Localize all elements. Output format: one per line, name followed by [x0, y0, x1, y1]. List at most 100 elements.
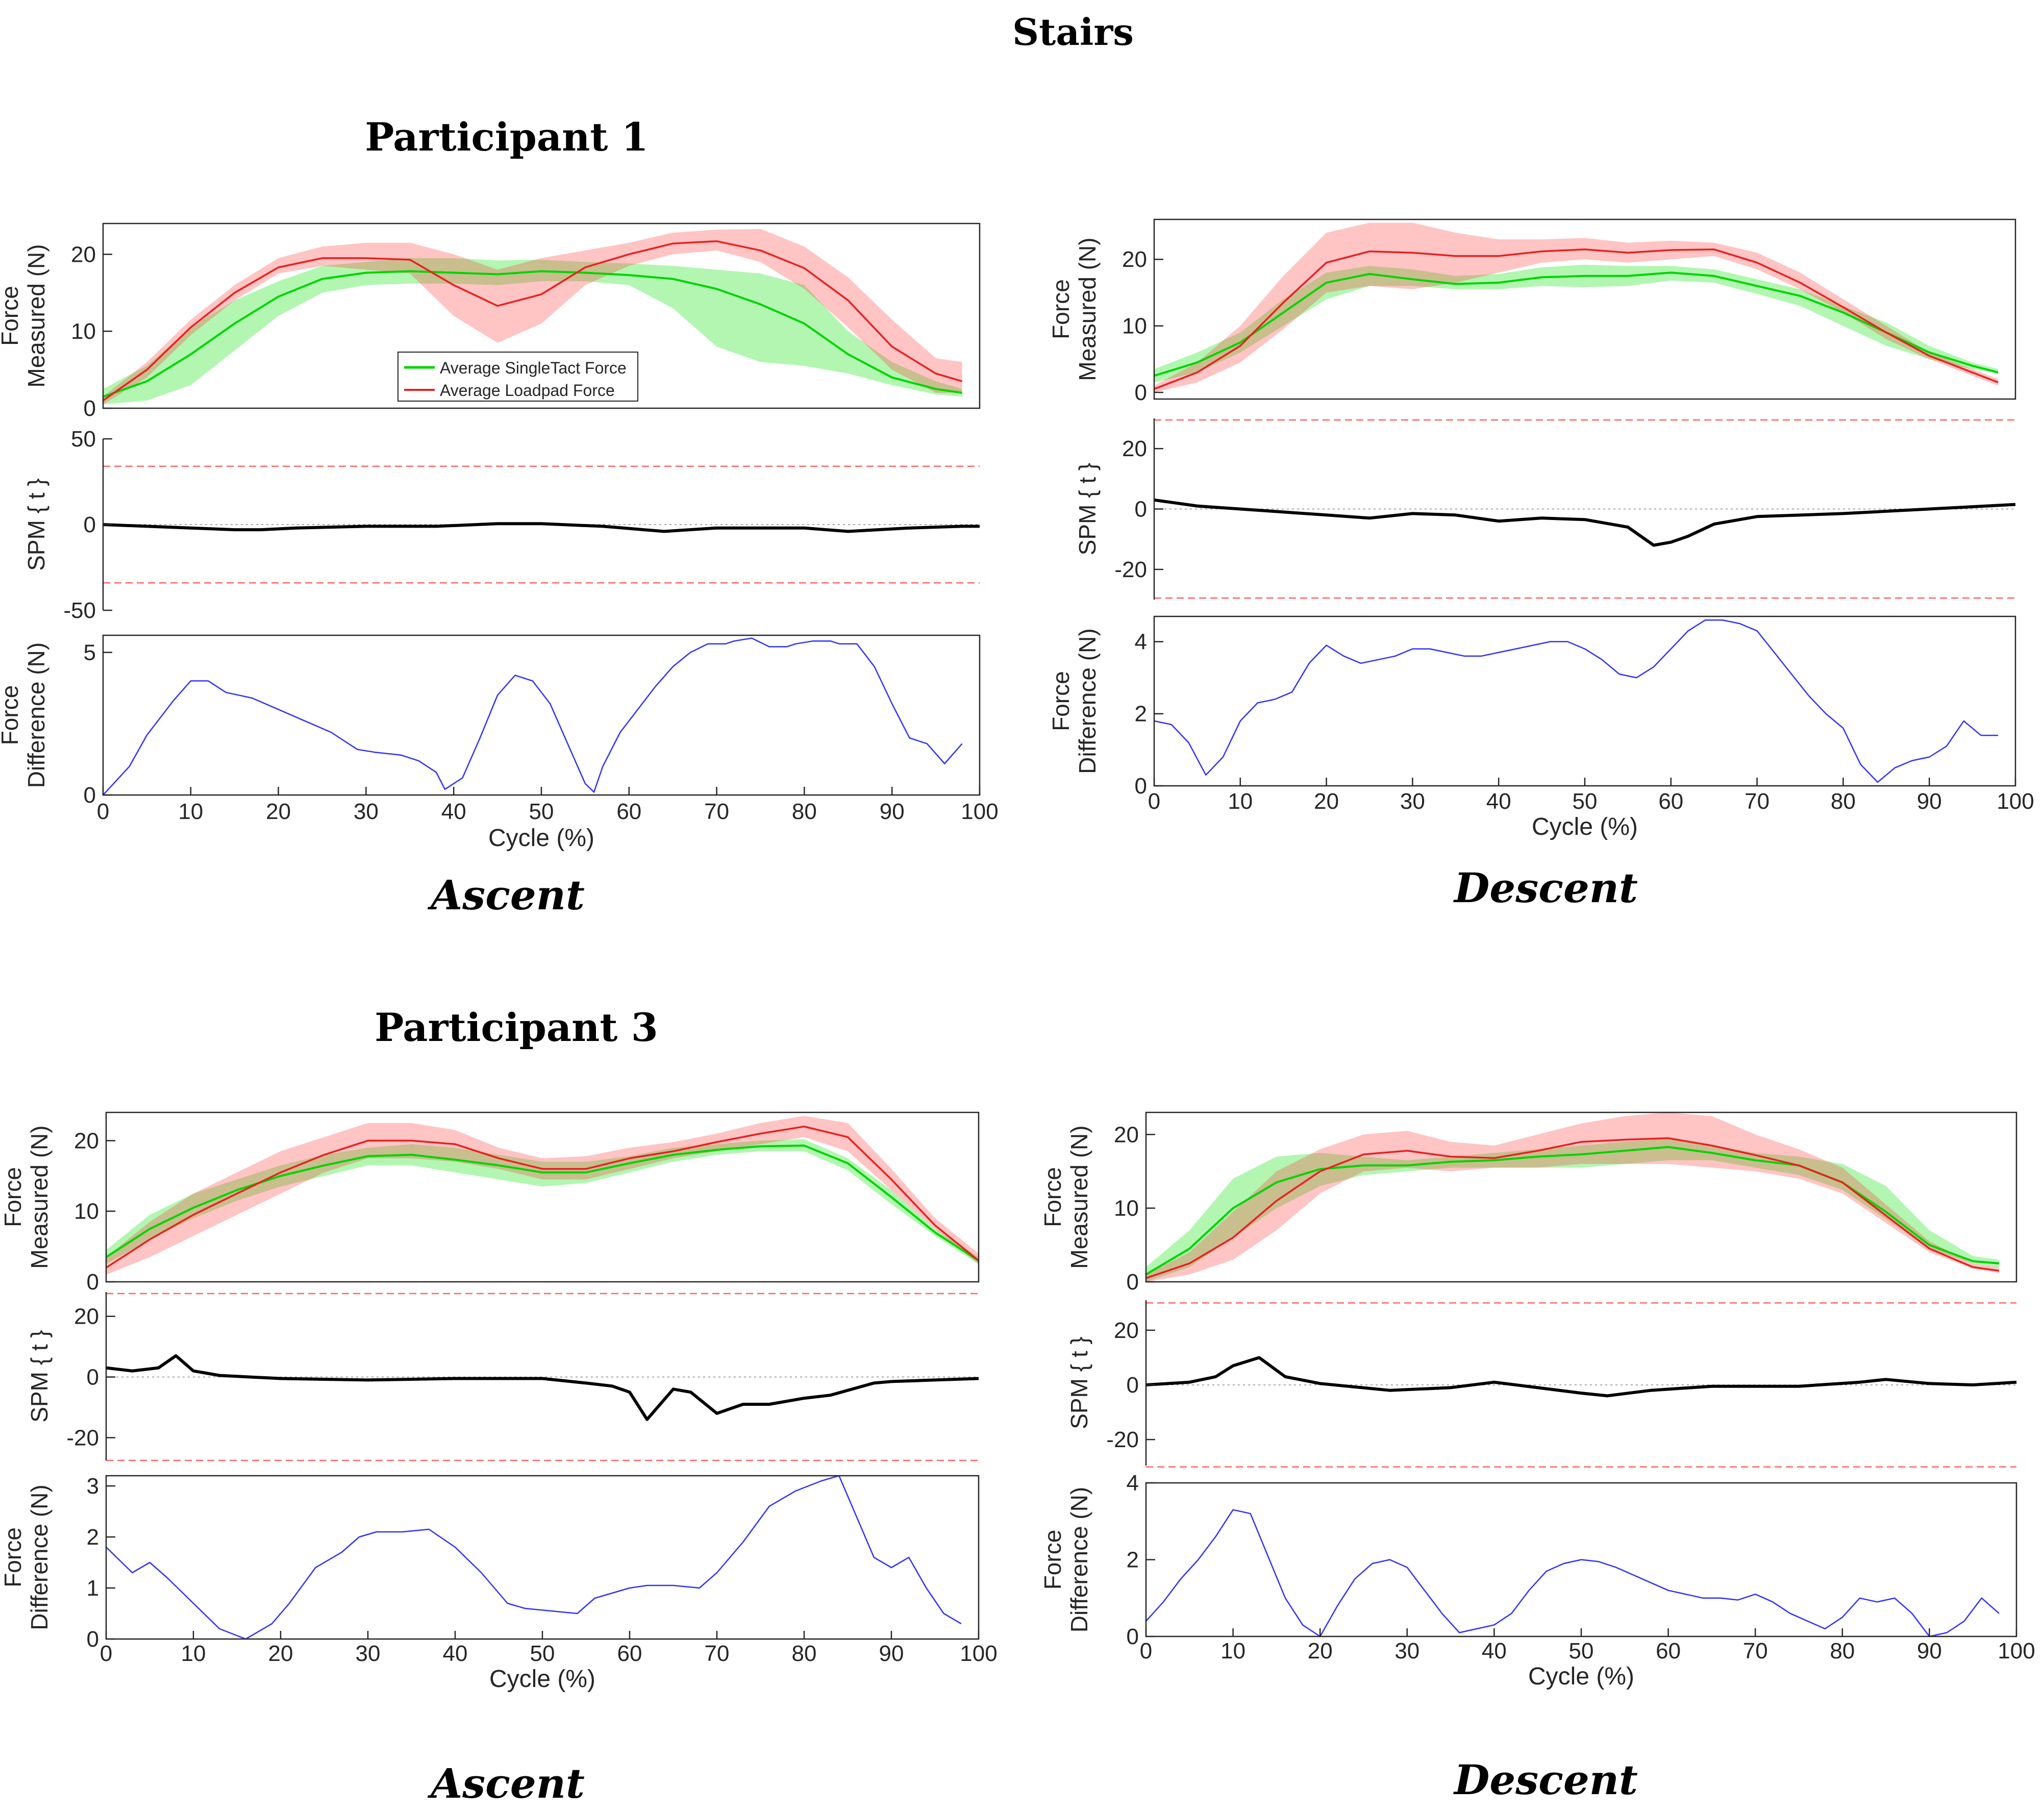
diff-ylabel: Difference (N): [26, 1484, 53, 1630]
cycle-xtick-label: 20: [268, 1641, 293, 1666]
force-ytick-label: 10: [71, 319, 96, 344]
force-panel-frame: [102, 222, 981, 409]
force-difference-line: [1154, 619, 1999, 783]
singletact-series-line: [103, 270, 962, 398]
spm-t-line: [1145, 1356, 2017, 1398]
cycle-xtick-label: 50: [530, 1641, 555, 1666]
diff-ylabel: Force: [0, 685, 23, 746]
spm-t-line: [106, 1354, 979, 1421]
cycle-xlabel: Cycle (%): [489, 1666, 595, 1693]
spm-ytick-label: 0: [1127, 1373, 1139, 1398]
diff-ylabel: Force: [1039, 1530, 1066, 1590]
spm-ytick-label: -20: [1114, 557, 1147, 582]
cycle-xtick-label: 0: [97, 799, 109, 824]
cycle-xtick-label: 100: [961, 799, 998, 824]
spm-ytick-label: 20: [1114, 1318, 1139, 1343]
spm-ylabel: SPM { t }: [1074, 463, 1101, 556]
cycle-xtick-label: 80: [1831, 789, 1856, 814]
cycle-xlabel: Cycle (%): [1532, 813, 1638, 840]
force-ytick-label: 0: [1127, 1270, 1139, 1295]
cycle-xtick-label: 60: [1658, 789, 1683, 814]
condition-label-p1-descent: Descent: [1453, 864, 1638, 912]
cycle-xtick-label: 100: [960, 1641, 997, 1666]
participant-3-label: Participant 3: [375, 1005, 658, 1050]
diff-ylabel: Difference (N): [1066, 1487, 1092, 1632]
diff-ytick-label: 0: [87, 1627, 99, 1652]
legend-loadpad-label: Average Loadpad Force: [440, 381, 615, 400]
cycle-xtick-label: 40: [443, 1641, 468, 1666]
force-ylabel: Measured (N): [26, 1125, 53, 1269]
spm-ylabel: SPM { t }: [1066, 1336, 1092, 1429]
cycle-xtick-label: 40: [441, 799, 466, 824]
spm-ytick-label: 20: [1122, 436, 1147, 461]
diff-ytick-label: 3: [87, 1474, 99, 1499]
loadpad-series-line: [102, 240, 963, 402]
diff-ytick-label: 0: [1127, 1624, 1139, 1649]
cycle-xtick-label: 20: [266, 799, 291, 824]
loadpad-band: [103, 229, 962, 405]
cycle-xtick-label: 90: [1917, 789, 1942, 814]
diff-ytick-label: 0: [1135, 774, 1147, 799]
cycle-xtick-label: 10: [1228, 789, 1253, 814]
spm-ytick-label: 0: [87, 1364, 99, 1389]
condition-label-p1-ascent: Ascent: [427, 871, 585, 919]
cycle-xtick-label: 0: [1148, 789, 1160, 814]
spm-t-line: [103, 522, 980, 533]
cycle-xtick-label: 20: [1314, 789, 1339, 814]
legend-singletact-label: Average SingleTact Force: [440, 359, 627, 377]
diff-ytick-label: 2: [1127, 1548, 1139, 1573]
cycle-xtick-label: 90: [880, 799, 905, 824]
cycle-xtick-label: 0: [1140, 1639, 1152, 1664]
cycle-xtick-label: 80: [792, 799, 817, 824]
force-ylabel: Measured (N): [1074, 237, 1101, 381]
cycle-xtick-label: 30: [354, 799, 379, 824]
cycle-xtick-label: 70: [1744, 789, 1769, 814]
force-difference-line: [103, 637, 963, 796]
cycle-xtick-label: 40: [1482, 1639, 1507, 1664]
condition-label-p3-descent: Descent: [1453, 1756, 1638, 1804]
cycle-xtick-label: 30: [1394, 1639, 1419, 1664]
force-panel-frame: [1145, 1111, 2017, 1283]
force-difference-line: [1145, 1509, 2000, 1637]
force-ytick-label: 10: [1122, 314, 1147, 339]
cycle-xtick-label: 50: [529, 799, 554, 824]
cycle-xtick-label: 70: [705, 1641, 730, 1666]
force-ytick-label: 20: [1122, 247, 1147, 272]
force-ylabel: Force: [0, 286, 23, 346]
force-difference-line: [106, 1475, 962, 1640]
spm-ytick-label: -50: [63, 598, 96, 623]
spm-ytick-label: -20: [1106, 1427, 1139, 1452]
diff-ytick-label: 2: [1135, 702, 1147, 727]
cycle-xtick-label: 10: [1220, 1639, 1245, 1664]
force-ytick-label: 10: [74, 1199, 99, 1224]
spm-ytick-label: 50: [71, 427, 96, 452]
diff-ylabel: Difference (N): [1074, 628, 1101, 774]
diff-ylabel: Force: [0, 1527, 26, 1587]
cycle-xtick-label: 70: [1743, 1639, 1768, 1664]
cycle-xtick-label: 60: [616, 799, 641, 824]
legend-box: [397, 352, 638, 402]
loadpad-series-line: [106, 1125, 980, 1269]
cycle-xtick-label: 100: [1998, 1639, 2035, 1664]
force-ytick-label: 20: [74, 1128, 99, 1153]
spm-ylabel: SPM { t }: [26, 1330, 53, 1423]
loadpad-series-line: [1145, 1137, 2000, 1279]
diff-ytick-label: 5: [84, 640, 96, 665]
cycle-xtick-label: 100: [1997, 789, 2034, 814]
singletact-band: [106, 1139, 979, 1264]
force-panel-frame: [105, 1111, 980, 1283]
spm-ylabel: SPM { t }: [23, 478, 49, 571]
force-ytick-label: 0: [87, 1270, 99, 1295]
cycle-xtick-label: 10: [178, 799, 203, 824]
spm-ytick-label: 0: [84, 512, 96, 537]
singletact-series-line: [1154, 271, 1999, 377]
singletact-series-line: [1145, 1146, 2000, 1276]
cycle-xtick-label: 80: [1830, 1639, 1855, 1664]
diff-ytick-label: 0: [84, 783, 96, 808]
